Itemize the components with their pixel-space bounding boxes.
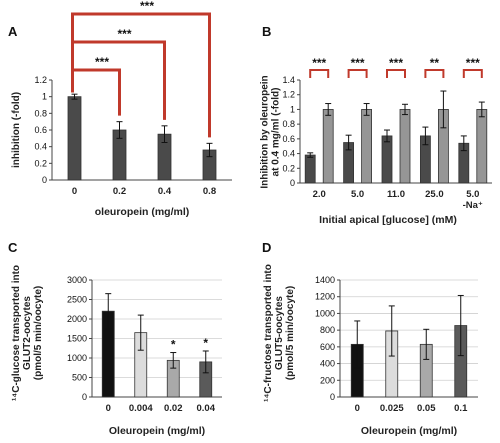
c-xtick-label: 0 (106, 403, 111, 414)
b-ytick-label: 0.4 (282, 149, 295, 159)
panel-letter-d: D (262, 240, 271, 255)
a-xtick-label: 0.8 (203, 186, 216, 197)
c-ylabel: ¹⁴C-glucose transported intoGLUT2-oocyte… (11, 265, 44, 401)
b-significance-bracket (347, 69, 368, 78)
b-bar-series-2 (361, 109, 373, 184)
d-ylabel: ¹⁴C-fructose transported intoGLUT5-oocyt… (263, 264, 296, 402)
panel-a-chart: 0 0.2 0.4 0.6 0.8 1 1.2 0 0.2 0.4 0.8 oleuropein (m… (11, 0, 232, 218)
b-bar-series-2 (476, 109, 488, 184)
c-xtick-label: 0.004 (129, 403, 153, 414)
c-ytick-label: 500 (72, 373, 87, 383)
b-significance-label: *** (466, 56, 480, 70)
d-ytick-label: 0 (330, 392, 335, 402)
c-ytick-label: 1500 (67, 334, 87, 344)
d-xtick-label: 0.025 (380, 403, 404, 414)
b-ytick-label: 0.8 (282, 119, 295, 129)
b-significance-bracket (424, 69, 445, 78)
c-xtick-label: 0.02 (164, 403, 183, 414)
c-significance-label: * (171, 338, 176, 352)
a-significance-bracket (71, 12, 211, 138)
b-xtick-label: 11.0 (387, 189, 405, 200)
d-xtick-label: 0 (355, 403, 360, 414)
a-ylabel-line: inhibition (-fold) (11, 92, 22, 168)
b-ytick-label: 0.6 (282, 134, 295, 144)
b-xtick-label: 5.0 (466, 189, 479, 200)
panel-letter-a: A (8, 24, 18, 39)
d-xtick-label: 0.1 (454, 403, 468, 414)
a-significance-label: *** (140, 0, 154, 13)
a-xtick-label: 0.2 (113, 186, 126, 197)
a-ytick-label: 0 (42, 175, 47, 185)
a-ytick-label: 0.8 (34, 108, 47, 118)
d-ytick-label: 1200 (315, 292, 335, 302)
a-significance-label: *** (95, 55, 109, 69)
b-xtick-label: 5.0 (351, 189, 364, 200)
d-xtick-label: 0.05 (417, 403, 436, 414)
b-significance-label: *** (312, 56, 326, 70)
c-ytick-label: 1000 (67, 353, 87, 363)
c-ytick-label: 0 (82, 392, 87, 402)
b-ytick-label: 1.2 (282, 90, 295, 100)
a-ytick-label: 0.4 (34, 142, 47, 152)
c-ytick-label: 2500 (67, 295, 87, 305)
b-ylabel-line: at 0.4 mg/ml (-fold) (271, 88, 282, 177)
c-ylabel-line: (pmol/5 min/oocyte) (33, 286, 44, 380)
a-ylabel: inhibition (-fold) (11, 92, 22, 168)
b-significance-label: *** (351, 56, 365, 70)
d-xlabel: Oleuropein (mg/ml) (361, 425, 457, 437)
b-xtick-label: 2.0 (313, 189, 326, 200)
a-ytick-label: 0.6 (34, 125, 47, 135)
c-ylabel-line: ¹⁴C-glucose transported into (11, 265, 22, 401)
panel-letter-c: C (8, 240, 18, 255)
b-xtick-sublabel: -Na⁺ (463, 200, 483, 211)
a-xtick-label: 0 (72, 186, 77, 197)
b-bar-series-1 (381, 135, 393, 184)
c-ytick-label: 3000 (67, 275, 87, 285)
panel-b-chart: 0 0.2 0.4 0.6 0.8 1 1.2 1.4 2.0 *** 5.0 *** 11.0 *** 2… (260, 56, 492, 226)
a-ytick-label: 1 (42, 92, 47, 102)
b-ylabel: Inhibition by oleuropeinat 0.4 mg/ml (-f… (260, 75, 282, 188)
a-ytick-label: 1.2 (34, 75, 47, 85)
d-ylabel-line: (pmol/5 min/oocyte) (285, 286, 296, 380)
b-ytick-label: 1 (290, 104, 295, 114)
b-significance-bracket (462, 69, 483, 78)
b-bar-series-1 (304, 154, 316, 184)
b-significance-bracket (309, 69, 330, 78)
b-bar-series-2 (322, 109, 334, 184)
a-xtick-label: 0.4 (158, 186, 172, 197)
a-bar (67, 96, 82, 181)
c-xtick-label: 0.04 (197, 403, 216, 414)
d-ytick-label: 1400 (315, 275, 335, 285)
c-xlabel: Oleuropein (mg/ml) (109, 425, 205, 437)
b-significance-label: *** (389, 56, 403, 70)
c-ytick-label: 2000 (67, 314, 87, 324)
a-significance-label: *** (117, 27, 131, 41)
a-ytick-label: 0.2 (34, 158, 47, 168)
b-ytick-label: 1.4 (282, 75, 295, 85)
b-significance-label: ** (430, 56, 440, 70)
d-ytick-label: 1000 (315, 308, 335, 318)
b-xtick-label: 25.0 (425, 189, 444, 200)
a-xlabel: oleuropein (mg/ml) (95, 206, 190, 218)
d-ylabel-line: ¹⁴C-fructose transported into (263, 264, 274, 402)
b-xlabel: Initial apical [glucose] (mM) (319, 214, 457, 226)
panel-c-chart: 0 500 1000 1500 2000 2500 3000 0 0.004 0.02 * 0.04 *… (11, 265, 222, 437)
d-ytick-label: 800 (320, 325, 335, 335)
c-significance-label: * (203, 336, 208, 350)
b-ytick-label: 0 (290, 178, 295, 188)
d-ylabel-line: GLUT5-oocytes (274, 296, 285, 370)
d-ytick-label: 600 (320, 342, 335, 352)
c-ylabel-line: GLUT2-oocytes (22, 296, 33, 370)
panel-letter-b: B (262, 24, 271, 39)
b-ylabel-line: Inhibition by oleuropein (260, 75, 271, 188)
d-ytick-label: 200 (320, 375, 335, 385)
d-ytick-label: 400 (320, 359, 335, 369)
b-significance-bracket (386, 69, 406, 78)
panel-d-chart: 0 200 400 600 800 1000 1200 1400 0 0.025 0.05 0.1 Ol… (263, 264, 478, 437)
b-bar-series-2 (399, 109, 411, 184)
b-ytick-label: 0.2 (282, 163, 295, 173)
